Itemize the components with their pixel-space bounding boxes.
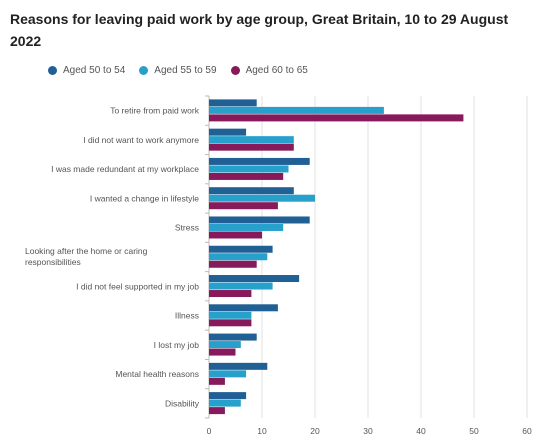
legend-swatch-50-54 — [48, 65, 57, 75]
bar — [209, 253, 268, 261]
bar — [209, 194, 315, 202]
category-label: I did not feel supported in my job — [76, 281, 199, 291]
bar — [209, 304, 278, 312]
bar — [209, 106, 384, 114]
category-label: I did not want to work anymore — [83, 135, 199, 145]
category-label: Stress — [175, 223, 199, 233]
bar — [209, 187, 294, 195]
bar — [209, 136, 294, 144]
bar — [209, 260, 257, 268]
bar — [209, 319, 252, 327]
bar — [209, 202, 278, 210]
category-label: Illness — [175, 311, 199, 321]
category-label: To retire from paid work — [110, 106, 200, 116]
bar — [209, 348, 236, 356]
bar — [209, 114, 464, 122]
bar — [209, 392, 247, 400]
legend-item-60-65: Aged 60 to 65 — [230, 64, 308, 76]
bar — [209, 362, 268, 370]
bar — [209, 290, 252, 298]
category-label: I lost my job — [154, 340, 200, 350]
chart-legend: Aged 50 to 54 Aged 55 to 59 Aged 60 to 6… — [48, 62, 308, 78]
legend-swatch-60-65 — [230, 65, 240, 75]
legend-label-55-59: Aged 55 to 59 — [154, 64, 217, 76]
x-tick-label: 60 — [522, 426, 532, 436]
bar — [209, 311, 252, 319]
legend-item-55-59: Aged 55 to 59 — [139, 64, 217, 76]
bar — [209, 231, 262, 239]
legend-label-50-54: Aged 50 to 54 — [63, 64, 126, 76]
category-label: Disability — [165, 398, 200, 408]
category-label: Looking after the home or caring responsi… — [25, 246, 148, 267]
category-label: I wanted a change in lifestyle — [90, 193, 199, 203]
x-tick-label: 10 — [257, 426, 267, 436]
category-label: Mental health reasons — [115, 369, 199, 379]
bar — [209, 282, 273, 290]
category-label: I was made redundant at my workplace — [51, 164, 199, 174]
bar — [209, 245, 273, 253]
bar — [209, 165, 289, 173]
legend-label-60-65: Aged 60 to 65 — [245, 64, 308, 76]
bar — [209, 172, 284, 180]
bar — [209, 407, 225, 415]
bar — [209, 157, 310, 165]
bar — [209, 275, 300, 283]
x-tick-label: 50 — [469, 426, 479, 436]
x-tick-label: 30 — [363, 426, 373, 436]
bar — [209, 223, 284, 231]
bar — [209, 399, 241, 407]
legend-item-50-54: Aged 50 to 54 — [48, 65, 125, 76]
bar — [209, 377, 225, 385]
bar — [209, 333, 257, 341]
bar — [209, 341, 241, 349]
bar — [209, 216, 310, 224]
bar — [209, 143, 294, 151]
bar — [209, 99, 257, 107]
legend-swatch-55-59 — [139, 65, 149, 75]
bar — [209, 370, 247, 378]
x-tick-label: 0 — [207, 426, 212, 436]
bar — [209, 128, 247, 136]
chart-title: Reasons for leaving paid work by age gro… — [10, 11, 509, 49]
x-tick-label: 20 — [310, 426, 320, 436]
x-tick-label: 40 — [416, 426, 426, 436]
